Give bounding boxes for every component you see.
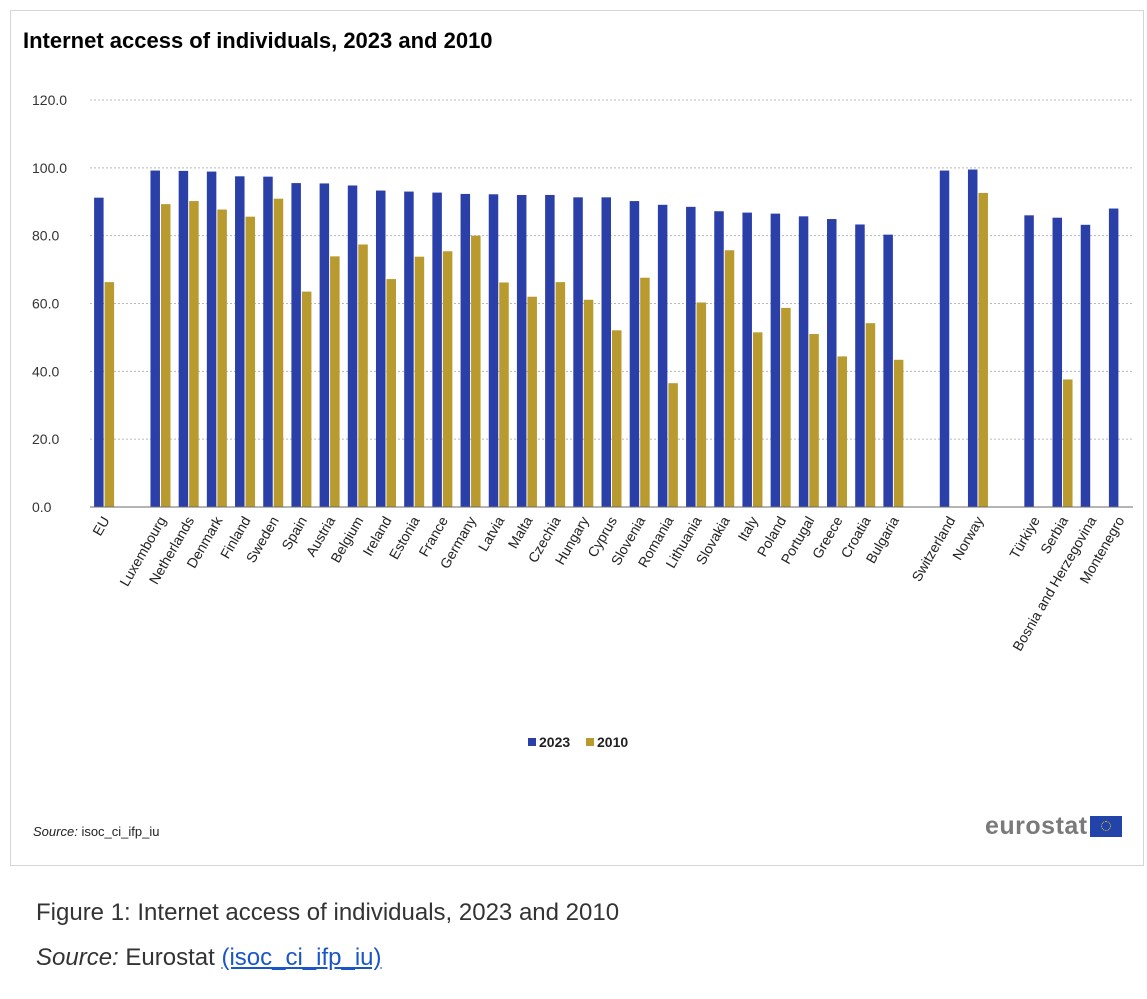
legend-swatch-2023	[528, 738, 536, 746]
bar-2010-estonia	[414, 256, 425, 507]
bar-2010-serbia	[1063, 379, 1073, 507]
category-label: Türkiye	[1006, 513, 1043, 561]
bar-2023-norway	[967, 169, 978, 507]
bar-2023-denmark	[206, 171, 217, 508]
caption-source-text: Eurostat	[125, 944, 215, 971]
bar-2010-romania	[668, 383, 678, 507]
bar-2023-switzerland	[939, 170, 950, 507]
category-label: Latvia	[475, 513, 508, 554]
legend-label: 2010	[597, 734, 628, 750]
bar-2023-malta	[516, 194, 527, 507]
bar-2023-latvia	[488, 194, 499, 507]
dataset-link[interactable]: (isoc_ci_ifp_iu)	[221, 944, 382, 971]
legend-label: 2023	[539, 734, 570, 750]
source-label: Source:	[33, 824, 78, 839]
bar-2010-malta	[527, 296, 537, 507]
bar-2023-hungary	[573, 197, 583, 508]
bar-2023-luxembourg	[150, 170, 160, 507]
bar-2023-slovenia	[629, 201, 640, 508]
bar-2023-montenegro	[1108, 208, 1119, 508]
bar-2023-belgium	[347, 185, 358, 507]
bar-2023-t-rkiye	[1024, 215, 1034, 508]
bar-2023-lithuania	[686, 206, 696, 507]
caption-source: Source: Eurostat (isoc_ci_ifp_iu)	[36, 944, 382, 972]
chart-svg: 120.0 100.0 80.0 60.0 40.0 20.0 0.0 EU Luxembou…	[32, 92, 1133, 750]
bar-2010-eu	[104, 282, 115, 507]
source-code: isoc_ci_ifp_iu	[81, 824, 160, 839]
bar-2010-cyprus	[612, 330, 622, 507]
bar-2010-slovenia	[640, 277, 650, 507]
bar-2010-slovakia	[724, 250, 735, 507]
bar-2023-sweden	[263, 176, 273, 507]
bar-2010-latvia	[499, 282, 509, 507]
bar-2023-czechia	[545, 194, 555, 507]
figure-caption: Figure 1: Internet access of individuals…	[36, 899, 620, 926]
bar-2023-germany	[460, 193, 471, 508]
bar-2023-greece	[827, 219, 837, 508]
category-label: EU	[89, 514, 113, 539]
bar-2010-czechia	[555, 282, 566, 507]
bar-2023-croatia	[855, 224, 865, 507]
bar-2023-finland	[235, 176, 245, 507]
bar-2010-portugal	[809, 334, 819, 507]
category-label: Switzerland	[908, 514, 958, 585]
bar-2010-spain	[301, 291, 312, 507]
eu-flag-icon	[1089, 816, 1122, 837]
bar-2023-italy	[742, 212, 752, 507]
bar-2023-ireland	[375, 190, 386, 507]
bar-2010-greece	[837, 356, 848, 507]
bar-2023-poland	[770, 213, 781, 507]
bar-2010-finland	[245, 216, 256, 507]
x-axis-category-labels: EU LuxembourgNetherlandsDenmarkFinlandSwe…	[89, 513, 1127, 654]
eurostat-logo: eurostat	[985, 812, 1122, 841]
bar-2023-bulgaria	[883, 234, 893, 507]
bar-2010-lithuania	[696, 302, 707, 507]
bar-2010-italy	[752, 332, 763, 507]
bar-2023-spain	[291, 183, 301, 508]
bar-2023-portugal	[798, 216, 809, 507]
bar-2010-denmark	[217, 209, 227, 507]
legend: 2023 2010	[528, 734, 628, 750]
bar-2023-netherlands	[178, 170, 189, 507]
bar-2010-france	[442, 251, 453, 507]
y-tick-label: 0.0	[32, 499, 52, 515]
bar-2010-norway	[978, 192, 988, 507]
bar-2010-belgium	[358, 244, 368, 508]
bar-2010-ireland	[386, 279, 396, 507]
legend-swatch-2010	[586, 738, 594, 746]
bar-2010-sweden	[273, 198, 284, 507]
y-tick-label: 100.0	[32, 160, 67, 176]
bar-2023-france	[432, 192, 442, 507]
bars	[94, 169, 1119, 508]
bar-2023-romania	[657, 204, 668, 508]
chart-source-note: Source: isoc_ci_ifp_iu	[33, 824, 159, 839]
y-tick-label: 80.0	[32, 228, 59, 244]
bar-2010-germany	[471, 235, 481, 507]
y-tick-label: 40.0	[32, 363, 59, 379]
caption-source-label: Source:	[36, 944, 119, 971]
bar-2023-slovakia	[714, 211, 724, 507]
y-axis-tick-labels: 120.0 100.0 80.0 60.0 40.0 20.0 0.0	[32, 92, 67, 515]
bar-2023-cyprus	[601, 197, 611, 508]
bar-2010-austria	[330, 256, 340, 507]
bar-2023-estonia	[404, 191, 414, 507]
bar-2010-bulgaria	[893, 359, 904, 507]
bar-2010-croatia	[865, 323, 876, 507]
y-tick-label: 120.0	[32, 92, 67, 108]
y-tick-label: 20.0	[32, 431, 59, 447]
bar-2023-serbia	[1052, 217, 1063, 507]
bar-2023-eu	[94, 197, 104, 507]
bar-2010-poland	[781, 307, 791, 507]
bar-2010-netherlands	[189, 201, 199, 508]
bar-2023-bosnia-and-herzegovina	[1080, 224, 1091, 507]
bar-2023-austria	[319, 183, 330, 507]
chart-title: Internet access of individuals, 2023 and…	[23, 28, 493, 53]
y-tick-label: 60.0	[32, 296, 59, 312]
category-label: Italy	[734, 514, 761, 544]
bar-2010-luxembourg	[160, 204, 171, 508]
logo-text: eurostat	[985, 812, 1088, 840]
bar-2010-hungary	[583, 299, 594, 507]
